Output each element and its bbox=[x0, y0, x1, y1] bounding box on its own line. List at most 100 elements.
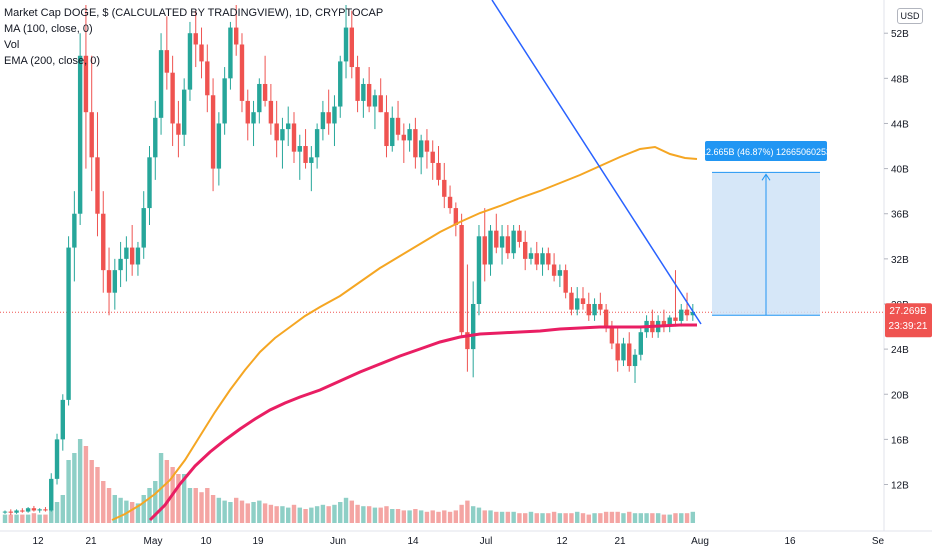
x-tick-label: 12 bbox=[556, 536, 568, 547]
candle-body bbox=[418, 140, 424, 158]
candle-body bbox=[621, 343, 626, 361]
volume-bar bbox=[222, 500, 227, 523]
volume-bar bbox=[245, 503, 250, 523]
candle-body bbox=[262, 83, 268, 101]
volume-bar bbox=[505, 511, 511, 523]
volume-bar bbox=[72, 453, 77, 523]
volume-bar bbox=[268, 504, 274, 523]
candle-body bbox=[170, 72, 175, 124]
candle-body bbox=[453, 208, 459, 226]
candle-body bbox=[297, 146, 302, 152]
candle-body bbox=[14, 510, 19, 513]
x-tick-label: 21 bbox=[614, 536, 626, 547]
candle-body bbox=[361, 83, 366, 101]
candle-body bbox=[603, 309, 609, 327]
legend-vol: Vol bbox=[4, 39, 20, 51]
volume-bar bbox=[257, 500, 262, 523]
candle-body bbox=[372, 95, 378, 107]
volume-bar bbox=[361, 506, 366, 523]
volume-bar bbox=[2, 514, 8, 523]
volume-bar bbox=[650, 513, 655, 523]
volume-bar bbox=[228, 502, 233, 523]
volume-bar bbox=[193, 488, 198, 523]
candle-body bbox=[228, 27, 233, 79]
currency-selector[interactable]: USD bbox=[897, 8, 923, 24]
volume-bar bbox=[297, 507, 302, 523]
volume-bar bbox=[106, 488, 112, 523]
volume-bar bbox=[673, 513, 678, 523]
candle-body bbox=[101, 213, 106, 271]
volume-bar bbox=[395, 509, 401, 523]
candle-body bbox=[239, 44, 245, 101]
volume-bar bbox=[291, 504, 297, 523]
candle-body bbox=[442, 179, 447, 197]
candle-body bbox=[349, 27, 354, 68]
volume-bar bbox=[569, 513, 574, 523]
candle-body bbox=[615, 343, 620, 361]
measure-arrow-head bbox=[761, 173, 771, 181]
volume-bar bbox=[280, 506, 285, 523]
volume-bar bbox=[338, 502, 343, 523]
candle-body bbox=[569, 292, 574, 310]
candle-body bbox=[118, 258, 123, 271]
volume-bar bbox=[494, 511, 499, 523]
candle-body bbox=[540, 253, 545, 265]
candle-body bbox=[181, 89, 187, 135]
candle-body bbox=[77, 55, 83, 214]
candle-body bbox=[31, 508, 37, 511]
ema-200-line bbox=[148, 323, 697, 522]
volume-bar bbox=[95, 467, 100, 523]
volume-bar bbox=[470, 506, 476, 523]
candle-body bbox=[488, 230, 493, 265]
volume-bar bbox=[135, 503, 141, 523]
measure-tool[interactable]: 12.665B (46.87%) 1266506025​3 bbox=[701, 141, 831, 316]
candle-body bbox=[684, 309, 690, 316]
volume-bar bbox=[603, 511, 609, 523]
volume-bar bbox=[413, 509, 418, 523]
volume-bar bbox=[77, 439, 83, 523]
y-tick-label: 16B bbox=[891, 435, 909, 446]
candle-body bbox=[476, 236, 482, 304]
volume-bar bbox=[627, 511, 632, 523]
price-labels: 27.269B 23:39:21 bbox=[885, 303, 932, 338]
volume-bar bbox=[511, 511, 516, 523]
volume-bar bbox=[465, 500, 470, 523]
trend-line[interactable] bbox=[491, 0, 702, 325]
last-price-value: 27.269B bbox=[889, 306, 927, 317]
volume-bar bbox=[31, 513, 37, 523]
candle-body bbox=[291, 123, 297, 152]
candle-body bbox=[234, 27, 239, 45]
candle-body bbox=[528, 253, 534, 259]
volume-bar bbox=[540, 513, 545, 523]
volume-bar bbox=[482, 510, 487, 523]
volume-bar bbox=[418, 510, 424, 523]
candle-body bbox=[193, 33, 198, 45]
x-tick-label: 19 bbox=[252, 536, 264, 547]
candle-body bbox=[89, 112, 94, 158]
volume-bar bbox=[592, 513, 597, 523]
candle-body bbox=[60, 399, 65, 440]
volume-bar bbox=[210, 495, 216, 523]
candle-body bbox=[141, 208, 146, 248]
candle-body bbox=[280, 129, 285, 141]
candle-body bbox=[268, 100, 274, 124]
volume-bar bbox=[66, 460, 71, 523]
candle-body bbox=[638, 332, 643, 355]
last-price-badge bbox=[885, 303, 932, 338]
candle-body bbox=[124, 247, 129, 259]
volume-bar bbox=[343, 497, 349, 523]
candle-body bbox=[511, 230, 516, 254]
candle-body bbox=[106, 270, 112, 293]
volume-bar bbox=[499, 511, 505, 523]
volume-bar bbox=[575, 511, 580, 523]
y-tick-label: 12B bbox=[891, 481, 909, 492]
candle-body bbox=[222, 78, 227, 124]
candle-body bbox=[37, 509, 42, 511]
candlesticks bbox=[2, 5, 696, 515]
volume-bar bbox=[557, 513, 563, 523]
x-tick-label: Aug bbox=[691, 536, 709, 547]
candle-body bbox=[661, 320, 667, 327]
volume-bar bbox=[551, 511, 557, 523]
volume-bar bbox=[517, 513, 522, 523]
